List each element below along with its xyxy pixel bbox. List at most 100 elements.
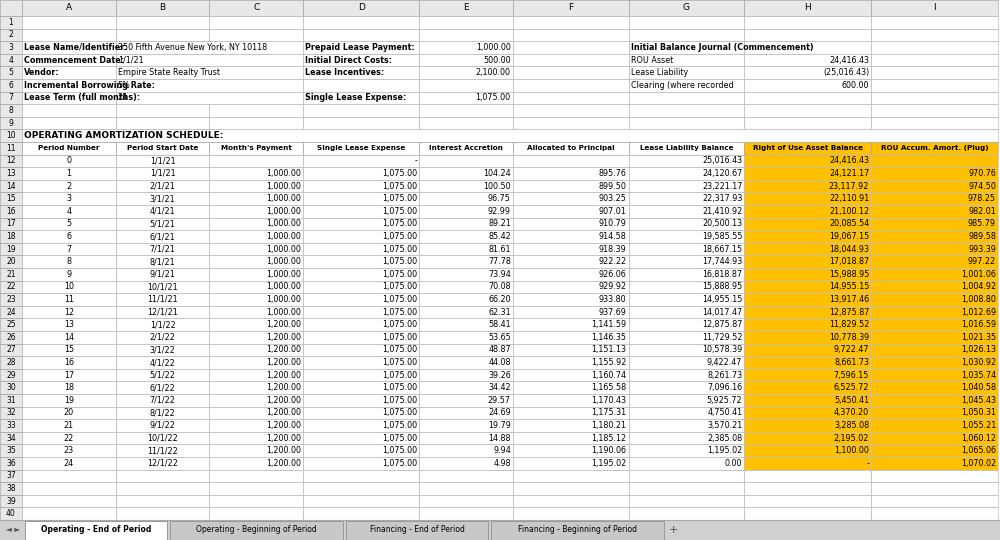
Bar: [303, 92, 419, 104]
Bar: [22, 495, 116, 508]
Bar: [303, 243, 419, 255]
Text: 1,075.00: 1,075.00: [382, 370, 417, 380]
Bar: [116, 154, 209, 167]
Text: 1,055.21: 1,055.21: [961, 421, 996, 430]
Bar: [22, 470, 116, 482]
Bar: [116, 470, 209, 482]
Bar: [209, 104, 303, 117]
Bar: [22, 482, 116, 495]
Bar: [744, 54, 871, 66]
Text: 21: 21: [64, 421, 74, 430]
Bar: [419, 142, 513, 154]
Text: 10,778.39: 10,778.39: [829, 333, 869, 342]
Text: ROU Asset: ROU Asset: [631, 56, 673, 65]
Bar: [419, 255, 513, 268]
Text: 1,175.31: 1,175.31: [591, 408, 627, 417]
Bar: [871, 92, 998, 104]
Bar: [513, 470, 629, 482]
Bar: [629, 495, 744, 508]
Text: 11: 11: [64, 295, 74, 304]
Text: 19,585.55: 19,585.55: [702, 232, 742, 241]
Bar: [116, 495, 209, 508]
Bar: [0, 167, 22, 180]
Bar: [744, 356, 871, 369]
Text: 903.25: 903.25: [599, 194, 627, 203]
Bar: [303, 79, 419, 92]
Bar: [303, 281, 419, 293]
Bar: [629, 508, 744, 520]
Bar: [629, 343, 744, 356]
Bar: [744, 394, 871, 407]
Bar: [629, 268, 744, 281]
Bar: [513, 218, 629, 230]
Text: 1,180.21: 1,180.21: [592, 421, 627, 430]
Bar: [22, 356, 116, 369]
Text: 1,004.92: 1,004.92: [961, 282, 996, 292]
Bar: [513, 154, 629, 167]
Text: 25: 25: [6, 320, 16, 329]
Bar: [513, 407, 629, 419]
Text: 39.26: 39.26: [488, 370, 511, 380]
Bar: [303, 255, 419, 268]
Bar: [744, 394, 871, 407]
Bar: [629, 167, 744, 180]
Bar: [629, 293, 744, 306]
Bar: [513, 407, 629, 419]
Bar: [116, 0, 209, 16]
Text: 24,416.43: 24,416.43: [829, 157, 869, 165]
Text: 1,075.00: 1,075.00: [382, 408, 417, 417]
Text: 16: 16: [6, 207, 16, 216]
Bar: [419, 29, 513, 41]
Bar: [629, 419, 744, 432]
Bar: [513, 29, 629, 41]
Bar: [419, 230, 513, 243]
Text: 1,000.00: 1,000.00: [266, 282, 301, 292]
Bar: [303, 16, 419, 29]
Bar: [744, 343, 871, 356]
Bar: [513, 394, 629, 407]
Bar: [513, 369, 629, 381]
Bar: [209, 117, 303, 130]
Text: 5: 5: [9, 68, 13, 77]
Bar: [629, 356, 744, 369]
Text: D: D: [358, 3, 365, 12]
Bar: [116, 255, 209, 268]
Text: 104.24: 104.24: [483, 169, 511, 178]
Bar: [22, 130, 998, 142]
Bar: [629, 230, 744, 243]
Bar: [419, 167, 513, 180]
Bar: [116, 41, 303, 54]
Bar: [513, 293, 629, 306]
Bar: [744, 495, 871, 508]
Bar: [116, 92, 303, 104]
Bar: [629, 243, 744, 255]
Bar: [629, 41, 744, 54]
Bar: [513, 154, 629, 167]
Text: 5/1/21: 5/1/21: [150, 219, 175, 228]
Bar: [419, 381, 513, 394]
Text: 12,875.87: 12,875.87: [829, 308, 869, 316]
Bar: [513, 180, 629, 192]
Bar: [0, 255, 22, 268]
Bar: [744, 66, 871, 79]
Text: 1,075.00: 1,075.00: [382, 346, 417, 354]
Text: 37: 37: [6, 471, 16, 481]
Text: ROU Accum. Amort. (Plug): ROU Accum. Amort. (Plug): [881, 145, 988, 151]
Bar: [419, 432, 513, 444]
Bar: [0, 495, 22, 508]
Bar: [303, 54, 419, 66]
Bar: [744, 457, 871, 470]
Bar: [303, 243, 419, 255]
Bar: [22, 29, 116, 41]
Text: 29.57: 29.57: [488, 396, 511, 405]
Bar: [116, 508, 209, 520]
Bar: [0, 444, 22, 457]
Bar: [629, 255, 744, 268]
Bar: [209, 218, 303, 230]
Text: 1,200.00: 1,200.00: [266, 408, 301, 417]
Bar: [209, 419, 303, 432]
Bar: [419, 104, 513, 117]
Bar: [303, 117, 419, 130]
Bar: [116, 356, 209, 369]
Bar: [871, 154, 998, 167]
